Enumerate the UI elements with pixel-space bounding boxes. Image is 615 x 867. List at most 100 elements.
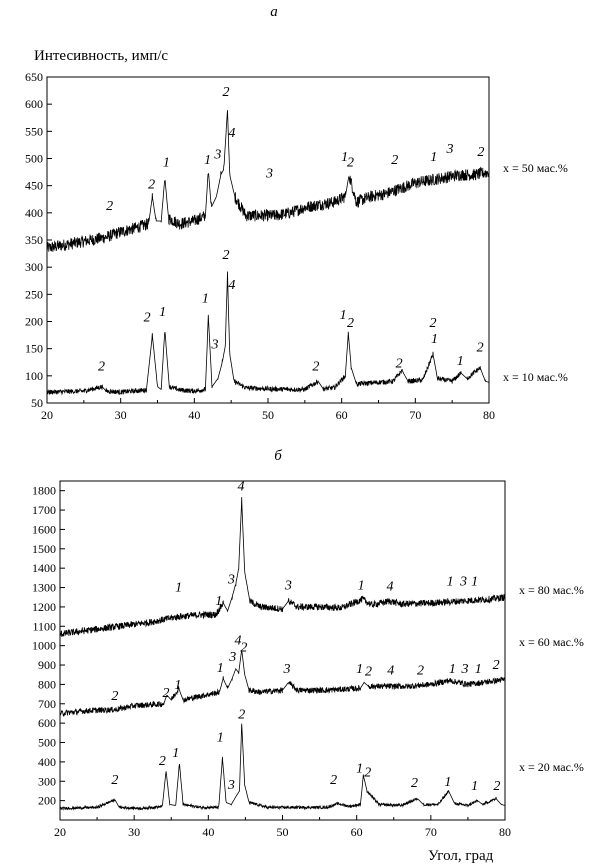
y-tick-label: 1300 [32, 581, 56, 595]
peak-label: 2 [411, 776, 418, 791]
peak-label: 1 [449, 662, 456, 677]
peak-label: 1 [217, 731, 224, 746]
series-line-x = 10 мас.% [46, 271, 490, 396]
y-tick-label: 50 [31, 396, 43, 410]
y-tick-label: 300 [25, 260, 43, 274]
peak-label: 1 [356, 762, 363, 777]
peak-label: 2 [396, 357, 403, 372]
peak-label: 4 [228, 278, 235, 293]
y-tick-label: 700 [38, 697, 56, 711]
peak-label: 1 [159, 305, 166, 320]
y-tick-label: 500 [38, 736, 56, 750]
peak-label: 3 [460, 662, 468, 677]
x-tick-label: 40 [188, 408, 200, 422]
peak-label: 1 [358, 578, 365, 593]
peak-label: 3 [210, 338, 218, 353]
series-label: x = 50 мас.% [503, 161, 568, 175]
series-line-x = 80 мас.% [59, 497, 506, 637]
series-label: x = 60 мас.% [519, 635, 584, 649]
x-tick-label: 60 [351, 825, 363, 839]
peak-label: 3 [459, 575, 467, 590]
peak-label: 2 [493, 779, 500, 794]
peak-label: 3 [265, 167, 273, 182]
peak-label: 3 [227, 573, 235, 588]
peak-label: 2 [477, 340, 484, 355]
plot-frame-1 [59, 480, 506, 821]
x-tick-label: 40 [202, 825, 214, 839]
series-label: x = 20 мас.% [519, 760, 584, 774]
y-tick-label: 100 [25, 369, 43, 383]
y-tick-label: 200 [25, 315, 43, 329]
peak-label: 4 [237, 480, 244, 495]
y-tick-label: 250 [25, 287, 43, 301]
peak-label: 1 [431, 332, 438, 347]
y-tick-label: 150 [25, 342, 43, 356]
y-tick-label: 1400 [32, 561, 56, 575]
x-tick-label: 80 [499, 825, 511, 839]
peak-label: 2 [347, 316, 354, 331]
peak-label: 2 [159, 754, 166, 769]
y-tick-label: 350 [25, 233, 43, 247]
x-tick-label: 70 [425, 825, 437, 839]
panel-b-label: б [274, 448, 282, 464]
peak-label: 1 [341, 150, 348, 165]
series-label: x = 80 мас.% [519, 583, 584, 597]
peak-label: 2 [493, 658, 500, 673]
peak-label: 2 [364, 765, 371, 780]
series-line-x = 60 мас.% [59, 651, 506, 718]
peak-label: 2 [430, 316, 437, 331]
peak-label: 1 [457, 354, 464, 369]
peak-label: 1 [215, 594, 222, 609]
peak-label: 2 [391, 153, 398, 168]
peak-label: 3 [228, 650, 236, 665]
peak-label: 4 [228, 126, 235, 141]
peak-label: 2 [477, 145, 484, 160]
panel-a-label: а [270, 4, 278, 20]
x-tick-label: 60 [336, 408, 348, 422]
peak-label: 1 [447, 575, 454, 590]
x-tick-label: 30 [115, 408, 127, 422]
y-tick-label: 300 [38, 774, 56, 788]
series-label: x = 10 мас.% [503, 370, 568, 384]
y-tick-label: 200 [38, 794, 56, 808]
peak-label: 3 [284, 578, 292, 593]
peak-label: 2 [240, 640, 247, 655]
x-tick-label: 80 [483, 408, 495, 422]
y-tick-label: 1700 [32, 503, 56, 517]
peak-label: 3 [282, 662, 290, 677]
y-tick-label: 1800 [32, 484, 56, 498]
peak-label: 1 [217, 661, 224, 676]
y-tick-label: 500 [25, 152, 43, 166]
y-tick-label: 1000 [32, 639, 56, 653]
y-tick-label: 550 [25, 124, 43, 138]
peak-label: 2 [144, 311, 151, 326]
peak-label: 4 [387, 664, 394, 679]
peak-label: 2 [163, 686, 170, 701]
y-tick-label: 1100 [32, 619, 56, 633]
peak-label: 3 [445, 142, 453, 157]
peak-label: 1 [174, 678, 181, 693]
series-line-x = 50 мас.% [46, 110, 490, 252]
peak-label: 2 [148, 177, 155, 192]
y-tick-label: 1600 [32, 522, 56, 536]
series-line-x = 20 мас.% [59, 723, 506, 811]
y-tick-label: 900 [38, 658, 56, 672]
peak-label: 1 [175, 580, 182, 595]
peak-label: 2 [111, 689, 118, 704]
x-tick-label: 20 [41, 408, 53, 422]
x-tick-label: 20 [54, 825, 66, 839]
panel-a-ylabel: Интесивность, имп/с [34, 48, 168, 64]
peak-label: 2 [330, 773, 337, 788]
x-tick-label: 30 [128, 825, 140, 839]
peak-label: 2 [365, 665, 372, 680]
peak-label: 2 [106, 199, 113, 214]
x-tick-label: 50 [262, 408, 274, 422]
peak-label: 2 [98, 359, 105, 374]
peak-label: 1 [163, 156, 170, 171]
peak-label: 2 [223, 248, 230, 263]
peak-label: 1 [340, 308, 347, 323]
peak-label: 2 [223, 85, 230, 100]
peak-label: 3 [213, 148, 221, 163]
peak-label: 4 [387, 579, 394, 594]
